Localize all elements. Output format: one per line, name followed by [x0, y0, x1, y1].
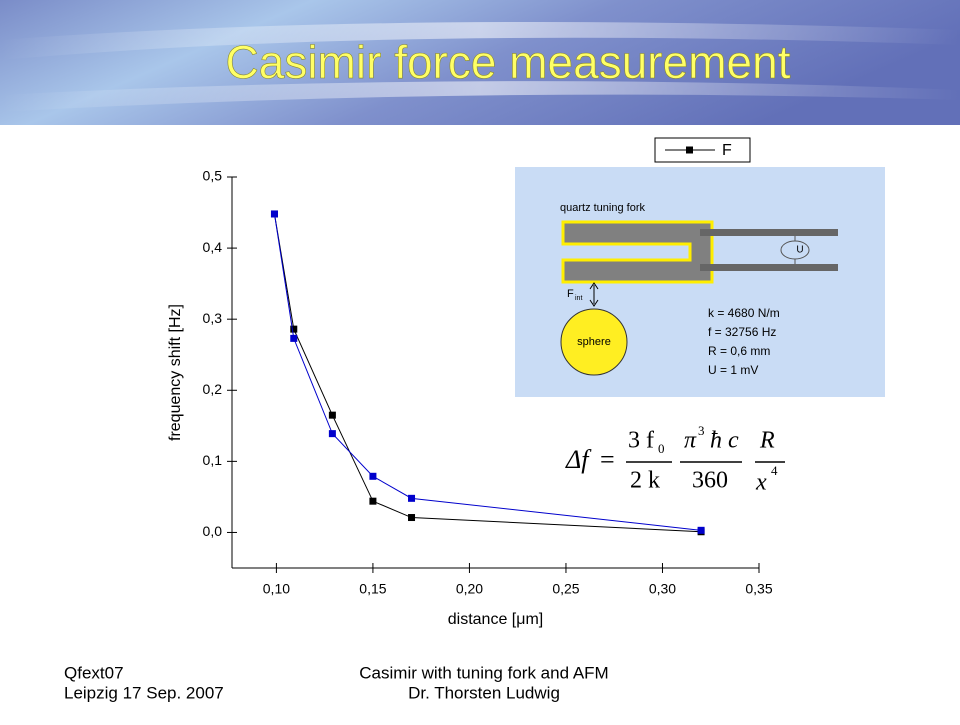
x-tick-label: 0,10	[263, 581, 290, 597]
formula-part: 4	[771, 463, 778, 478]
source	[780, 240, 810, 260]
point	[290, 334, 298, 342]
header-streak	[0, 22, 960, 60]
formula-part: 2 k	[630, 468, 660, 494]
legend-label: F	[722, 142, 732, 159]
tuning-fork	[561, 220, 714, 284]
formula-part: x	[755, 470, 767, 496]
x-tick-label: 0,15	[359, 581, 386, 597]
point	[697, 526, 705, 534]
parameter: f = 32756 Hz	[708, 325, 776, 339]
formula-part: 0	[658, 441, 665, 456]
point	[270, 210, 278, 218]
source-label: U	[796, 245, 803, 256]
x-tick-label: 0,25	[552, 581, 579, 597]
footer-text: Leipzig 17 Sep. 2007	[64, 683, 224, 702]
slide-title: Casimir force measurement	[226, 36, 791, 88]
sphere	[560, 308, 628, 376]
formula: Δf = 3 f 0 2 k π 3 ħ c 360 R x 4	[565, 423, 785, 496]
formula-part: =	[600, 445, 615, 474]
inset: quartz tuning fork U F int sphere k = 46…	[515, 167, 885, 397]
x-tick-label: 0,20	[456, 581, 483, 597]
electrode	[700, 229, 838, 236]
parameter: R = 0,6 mm	[708, 344, 770, 358]
parameter: k = 4680 N/m	[708, 306, 780, 320]
parameter: U = 1 mV	[708, 363, 758, 377]
y-tick-label: 0,4	[203, 239, 223, 255]
footer-text: Casimir with tuning fork and AFM	[359, 663, 608, 682]
electrode	[700, 264, 838, 271]
point	[408, 514, 416, 522]
formula-part: Δf	[565, 445, 592, 474]
x-tick-label: 0,30	[649, 581, 676, 597]
point	[408, 494, 416, 502]
footer-text: Qfext07	[64, 663, 124, 682]
formula-part: ħ c	[710, 428, 739, 454]
fork-label: quartz tuning fork	[560, 202, 645, 214]
x-axis-label: distance [μm]	[448, 611, 543, 628]
sphere-label: sphere	[577, 336, 611, 348]
point	[290, 325, 298, 333]
x-tick-label: 0,35	[745, 581, 772, 597]
formula-part: 3	[698, 423, 705, 438]
point	[328, 430, 336, 438]
formula-part: 3 f	[628, 428, 654, 454]
force-arrow-heads	[589, 282, 599, 307]
force-sub: int	[575, 295, 582, 302]
y-tick-label: 0,5	[203, 168, 223, 184]
formula-part: R	[759, 428, 775, 454]
y-tick-label: 0,2	[203, 381, 223, 397]
y-tick-label: 0,1	[203, 452, 223, 468]
point	[369, 497, 377, 505]
series-line	[273, 213, 702, 531]
y-axis-label: frequency shift [Hz]	[167, 304, 184, 441]
point	[369, 472, 377, 480]
legend-marker	[686, 146, 693, 154]
header-streak	[0, 81, 960, 112]
formula-part: 360	[692, 468, 728, 494]
footer-text: Dr. Thorsten Ludwig	[408, 683, 560, 702]
series-line	[273, 213, 702, 533]
y-tick-label: 0,3	[203, 310, 223, 326]
y-tick-label: 0,0	[203, 523, 223, 539]
force-label: F	[567, 288, 574, 300]
point	[328, 411, 336, 419]
formula-part: π	[684, 428, 697, 454]
